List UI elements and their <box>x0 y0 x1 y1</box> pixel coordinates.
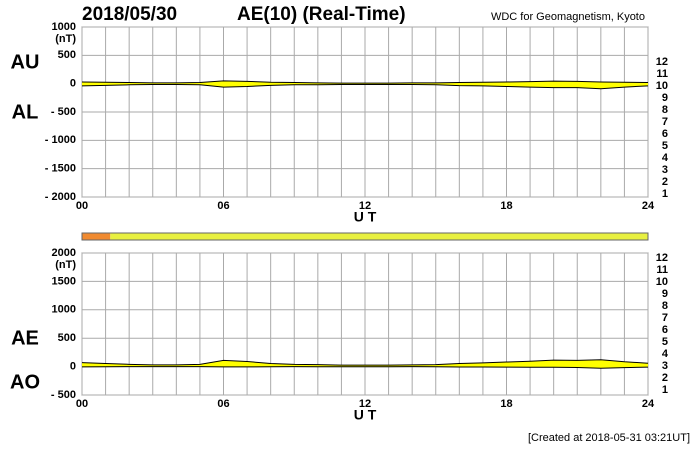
station-legend: 12 <box>656 56 668 68</box>
y-tick-label: 0 <box>70 78 76 90</box>
source: WDC for Geomagnetism, Kyoto <box>491 11 645 23</box>
station-segment <box>110 233 649 240</box>
station-legend: 1 <box>662 188 668 200</box>
station-legend: 2 <box>662 176 668 188</box>
series-line <box>81 359 649 366</box>
y-unit: (nT) <box>55 259 76 271</box>
x-tick-label: 24 <box>642 200 655 212</box>
station-legend: 11 <box>656 264 668 276</box>
station-legend: 7 <box>662 116 668 128</box>
station-segment <box>82 233 111 240</box>
station-legend: 8 <box>662 104 668 116</box>
y-tick-label: - 2000 <box>45 191 76 203</box>
x-tick-label: 18 <box>500 200 512 212</box>
series-label: AO <box>10 371 40 393</box>
series-label: AU <box>11 51 40 73</box>
x-tick-label: 06 <box>217 200 229 212</box>
y-tick-label: 500 <box>58 332 76 344</box>
y-tick-label: 1500 <box>52 275 76 287</box>
station-legend: 9 <box>662 288 668 300</box>
station-bar-frame <box>81 232 649 241</box>
series-line <box>81 84 649 90</box>
band-fill <box>82 359 648 369</box>
station-legend: 6 <box>662 128 668 140</box>
x-tick-label: 00 <box>76 200 88 212</box>
series-line <box>81 80 649 84</box>
station-legend: 11 <box>656 68 668 80</box>
station-legend: 1 <box>662 384 668 396</box>
series-label: AL <box>12 101 39 123</box>
y-tick-label: 500 <box>58 49 76 61</box>
y-tick-label: 1000 <box>52 304 76 316</box>
y-tick-label: 1000 <box>52 21 76 33</box>
x-tick-label: 18 <box>500 398 512 410</box>
station-legend: 10 <box>656 276 668 288</box>
series-label: AE <box>11 327 39 349</box>
station-legend: 3 <box>662 360 668 372</box>
x-axis-label: U T <box>354 407 377 423</box>
station-legend: 5 <box>662 140 668 152</box>
y-tick-label: 2000 <box>52 247 76 259</box>
y-tick-label: - 1000 <box>45 134 76 146</box>
station-legend: 6 <box>662 324 668 336</box>
y-tick-label: - 1500 <box>45 163 76 175</box>
x-tick-label: 12 <box>359 398 371 410</box>
y-tick-label: - 500 <box>51 389 76 401</box>
station-legend: 7 <box>662 312 668 324</box>
station-legend: 4 <box>662 152 669 164</box>
station-legend: 12 <box>656 252 668 264</box>
x-tick-label: 06 <box>217 398 229 410</box>
series-line <box>81 366 649 369</box>
station-legend: 8 <box>662 300 668 312</box>
station-legend: 4 <box>662 348 669 360</box>
y-tick-label: 0 <box>70 361 76 373</box>
station-legend: 10 <box>656 80 668 92</box>
x-tick-label: 00 <box>76 398 88 410</box>
station-legend: 3 <box>662 164 668 176</box>
title: AE(10) (Real-Time) <box>237 4 406 25</box>
station-legend: 9 <box>662 92 668 104</box>
station-legend: 2 <box>662 372 668 384</box>
station-legend: 5 <box>662 336 668 348</box>
x-axis-label: U T <box>354 209 377 225</box>
y-unit: (nT) <box>55 33 76 45</box>
date: 2018/05/30 <box>82 4 177 25</box>
x-tick-label: 24 <box>642 398 655 410</box>
footer: [Created at 2018-05-31 03:21UT] <box>528 432 690 444</box>
y-tick-label: - 500 <box>51 106 76 118</box>
x-tick-label: 12 <box>359 200 371 212</box>
